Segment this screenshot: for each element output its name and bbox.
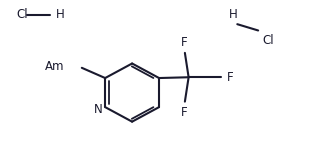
- Text: H: H: [229, 8, 238, 21]
- Text: N: N: [94, 103, 103, 116]
- Text: F: F: [181, 36, 187, 49]
- Text: Am: Am: [45, 60, 65, 73]
- Text: F: F: [227, 71, 234, 84]
- Text: H: H: [56, 8, 65, 21]
- Text: Cl: Cl: [16, 8, 28, 21]
- Text: Cl: Cl: [263, 34, 274, 47]
- Text: F: F: [181, 106, 187, 119]
